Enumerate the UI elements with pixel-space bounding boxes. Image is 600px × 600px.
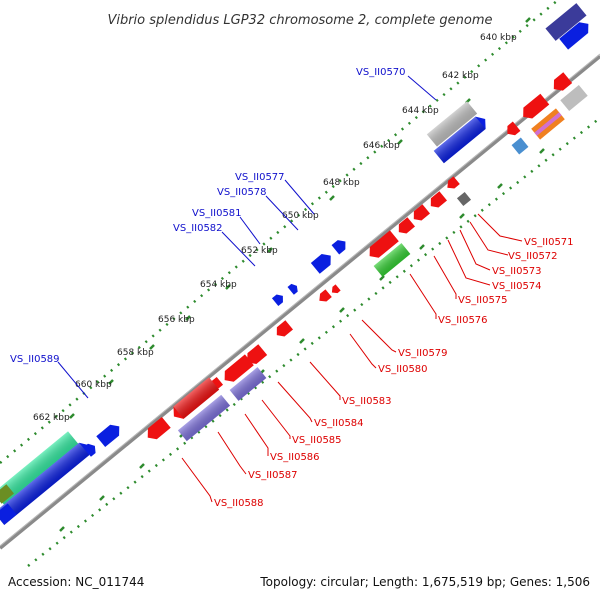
gene[interactable] xyxy=(531,108,565,140)
gene[interactable] xyxy=(504,121,521,139)
gene[interactable] xyxy=(310,250,335,274)
gene[interactable] xyxy=(427,191,447,210)
gene-label[interactable]: VS_II0574 xyxy=(492,281,542,292)
gene-label[interactable]: VS_II0572 xyxy=(508,251,558,262)
tick-labels: 640 kbp 642 kbp 644 kbp 646 kbp 648 kbp … xyxy=(33,33,517,423)
accession-text: Accession: NC_011744 xyxy=(8,575,144,589)
tick-label: 662 kbp xyxy=(33,413,70,423)
gene[interactable] xyxy=(395,217,415,236)
plus-gene-labels: VS_II0570 VS_II0577 VS_II0578 VS_II0581 … xyxy=(10,67,406,365)
tick-label: 656 kbp xyxy=(158,315,195,325)
gene[interactable] xyxy=(444,176,460,191)
gene-label[interactable]: VS_II0570 xyxy=(356,67,406,78)
gene[interactable] xyxy=(549,72,573,94)
gene[interactable] xyxy=(169,377,220,422)
gene[interactable] xyxy=(410,204,430,223)
gene-label[interactable]: VS_II0582 xyxy=(173,223,223,234)
tick-label: 652 kbp xyxy=(241,246,278,256)
gene[interactable] xyxy=(331,237,350,255)
gene[interactable] xyxy=(560,84,588,112)
gene[interactable] xyxy=(559,18,593,50)
gene[interactable] xyxy=(0,439,94,525)
backbone-highlight xyxy=(0,53,600,547)
gene[interactable] xyxy=(271,292,286,307)
gene[interactable] xyxy=(243,344,268,368)
tick-label: 642 kbp xyxy=(442,71,479,81)
tick-label: 654 kbp xyxy=(200,280,237,290)
gene-label[interactable]: VS_II0577 xyxy=(235,172,285,183)
gene-label[interactable]: VS_II0575 xyxy=(458,295,508,306)
outer-dotted-ring xyxy=(0,0,559,464)
gene-label[interactable]: VS_II0583 xyxy=(342,396,392,407)
tick-label: 646 kbp xyxy=(363,141,400,151)
tick-label: 648 kbp xyxy=(323,178,360,188)
minus-strand-genes xyxy=(143,72,588,443)
gene[interactable] xyxy=(143,416,171,443)
minus-gene-labels: VS_II0571 VS_II0572 VS_II0573 VS_II0574 … xyxy=(214,237,574,509)
gene-label[interactable]: VS_II0581 xyxy=(192,208,242,219)
gene[interactable] xyxy=(433,113,491,164)
gene-label[interactable]: VS_II0585 xyxy=(292,435,342,446)
gene-label[interactable]: VS_II0580 xyxy=(378,364,428,375)
plus-strand-genes xyxy=(0,3,593,525)
gene-label[interactable]: VS_II0578 xyxy=(217,187,267,198)
gene[interactable] xyxy=(229,367,267,401)
gene-label[interactable]: VS_II0586 xyxy=(270,452,320,463)
gene[interactable] xyxy=(287,282,301,295)
gene[interactable] xyxy=(519,93,550,123)
gene[interactable] xyxy=(0,503,17,525)
tick-label: 658 kbp xyxy=(117,348,154,358)
gene-label[interactable]: VS_II0589 xyxy=(10,354,60,365)
gene[interactable] xyxy=(273,320,293,339)
gene-label[interactable]: VS_II0576 xyxy=(438,315,488,326)
gene[interactable] xyxy=(220,354,254,385)
gene-label[interactable]: VS_II0588 xyxy=(214,498,264,509)
gene[interactable] xyxy=(456,191,472,207)
tick-label: 650 kbp xyxy=(282,211,319,221)
gene[interactable] xyxy=(365,230,399,261)
gene[interactable] xyxy=(0,484,14,504)
leader-lines-minus xyxy=(181,213,523,503)
leader-lines-plus xyxy=(57,75,437,399)
gene[interactable] xyxy=(511,137,529,155)
gene-label[interactable]: VS_II0587 xyxy=(248,470,298,481)
topology-summary: Topology: circular; Length: 1,675,519 bp… xyxy=(259,575,590,589)
gene[interactable] xyxy=(0,431,79,505)
tick-label: 640 kbp xyxy=(480,33,517,43)
genome-title: Vibrio splendidus LGP32 chromosome 2, co… xyxy=(107,13,492,28)
tick-label: 644 kbp xyxy=(402,106,439,116)
gene[interactable] xyxy=(96,421,123,448)
tick-label: 660 kbp xyxy=(75,380,112,390)
gene[interactable] xyxy=(545,3,587,41)
chromosome-backbone xyxy=(0,54,600,550)
gene[interactable] xyxy=(177,394,231,442)
gene-label[interactable]: VS_II0579 xyxy=(398,348,448,359)
gene[interactable] xyxy=(373,243,411,277)
inner-dotted-ring xyxy=(27,117,600,567)
gene-label[interactable]: VS_II0573 xyxy=(492,266,542,277)
gene[interactable] xyxy=(426,101,478,147)
gene-label[interactable]: VS_II0571 xyxy=(524,237,574,248)
gene[interactable] xyxy=(329,284,341,295)
gene-label[interactable]: VS_II0584 xyxy=(314,418,364,429)
gene[interactable] xyxy=(316,289,332,304)
